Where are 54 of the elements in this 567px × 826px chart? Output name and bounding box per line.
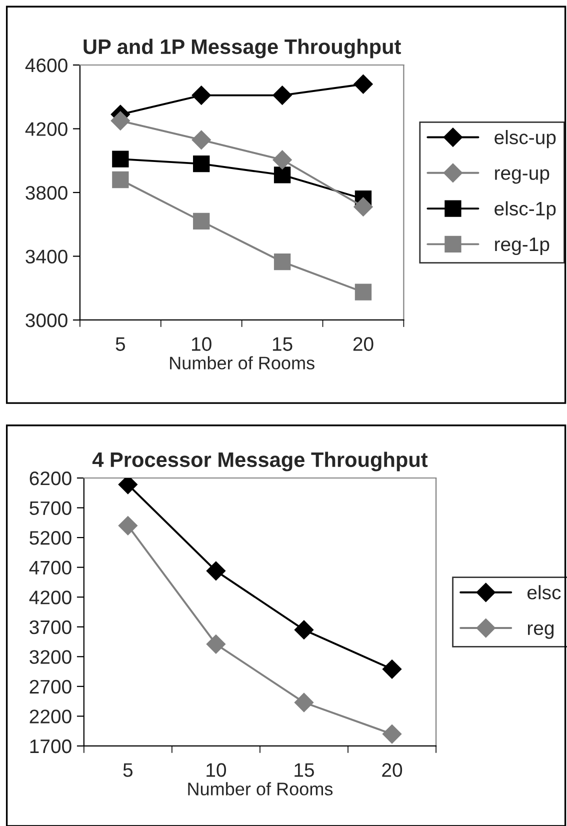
legend-label: elsc-up (494, 130, 556, 148)
y-tick-label: 3200 (30, 650, 72, 664)
point (272, 86, 292, 105)
x-tick-label: 5 (123, 763, 133, 777)
x-tick-label: 10 (192, 337, 212, 351)
point (193, 155, 210, 172)
y-tick-label: 3000 (26, 313, 68, 328)
legend-label: elsc-1p (494, 201, 556, 220)
y-tick-label: 2200 (30, 710, 72, 724)
point (206, 561, 226, 580)
y-tick-label: 3800 (26, 186, 68, 200)
point (354, 284, 372, 300)
x-tick-label: 20 (382, 763, 402, 777)
x-tick-label: 15 (294, 763, 314, 777)
point (206, 634, 226, 654)
y-tick-label: 4600 (25, 58, 68, 72)
point (193, 212, 210, 230)
x-tick-label: 20 (353, 337, 374, 351)
point (382, 660, 402, 679)
legend-label: reg-up (495, 169, 550, 184)
y-tick-label: 5200 (30, 531, 72, 545)
point (110, 111, 130, 130)
chart-title: 4 Processor Message Throughput (92, 452, 428, 472)
point (294, 620, 314, 640)
point (112, 171, 129, 188)
x-axis-title: Number of Rooms (170, 356, 314, 370)
point (274, 166, 291, 184)
y-tick-label: 3700 (30, 620, 72, 634)
legend-label: reg-1p (495, 238, 550, 255)
x-tick-label: 5 (116, 337, 126, 351)
legend-label: elsc (528, 585, 561, 600)
y-tick-label: 1700 (30, 739, 72, 754)
y-tick-label: 6200 (30, 471, 72, 486)
y-tick-label: 5700 (30, 501, 72, 516)
point (118, 516, 138, 536)
point (354, 74, 373, 94)
point (274, 253, 291, 270)
point (294, 692, 314, 712)
x-axis-title: Number of Rooms (188, 782, 333, 796)
y-tick-label: 2700 (30, 680, 72, 694)
x-tick-label: 15 (272, 337, 292, 351)
chart-title: UP and 1P Message Throughput (84, 38, 401, 58)
point (112, 150, 129, 168)
point (272, 150, 292, 170)
y-tick-label: 4200 (29, 590, 72, 604)
point (382, 724, 402, 744)
point (354, 197, 373, 216)
x-tick-label: 10 (206, 763, 226, 777)
y-tick-label: 4700 (29, 560, 72, 575)
point (192, 130, 211, 150)
point (192, 86, 211, 105)
legend-label: reg (528, 624, 554, 639)
y-tick-label: 3400 (26, 250, 68, 264)
y-tick-label: 4200 (25, 122, 68, 136)
